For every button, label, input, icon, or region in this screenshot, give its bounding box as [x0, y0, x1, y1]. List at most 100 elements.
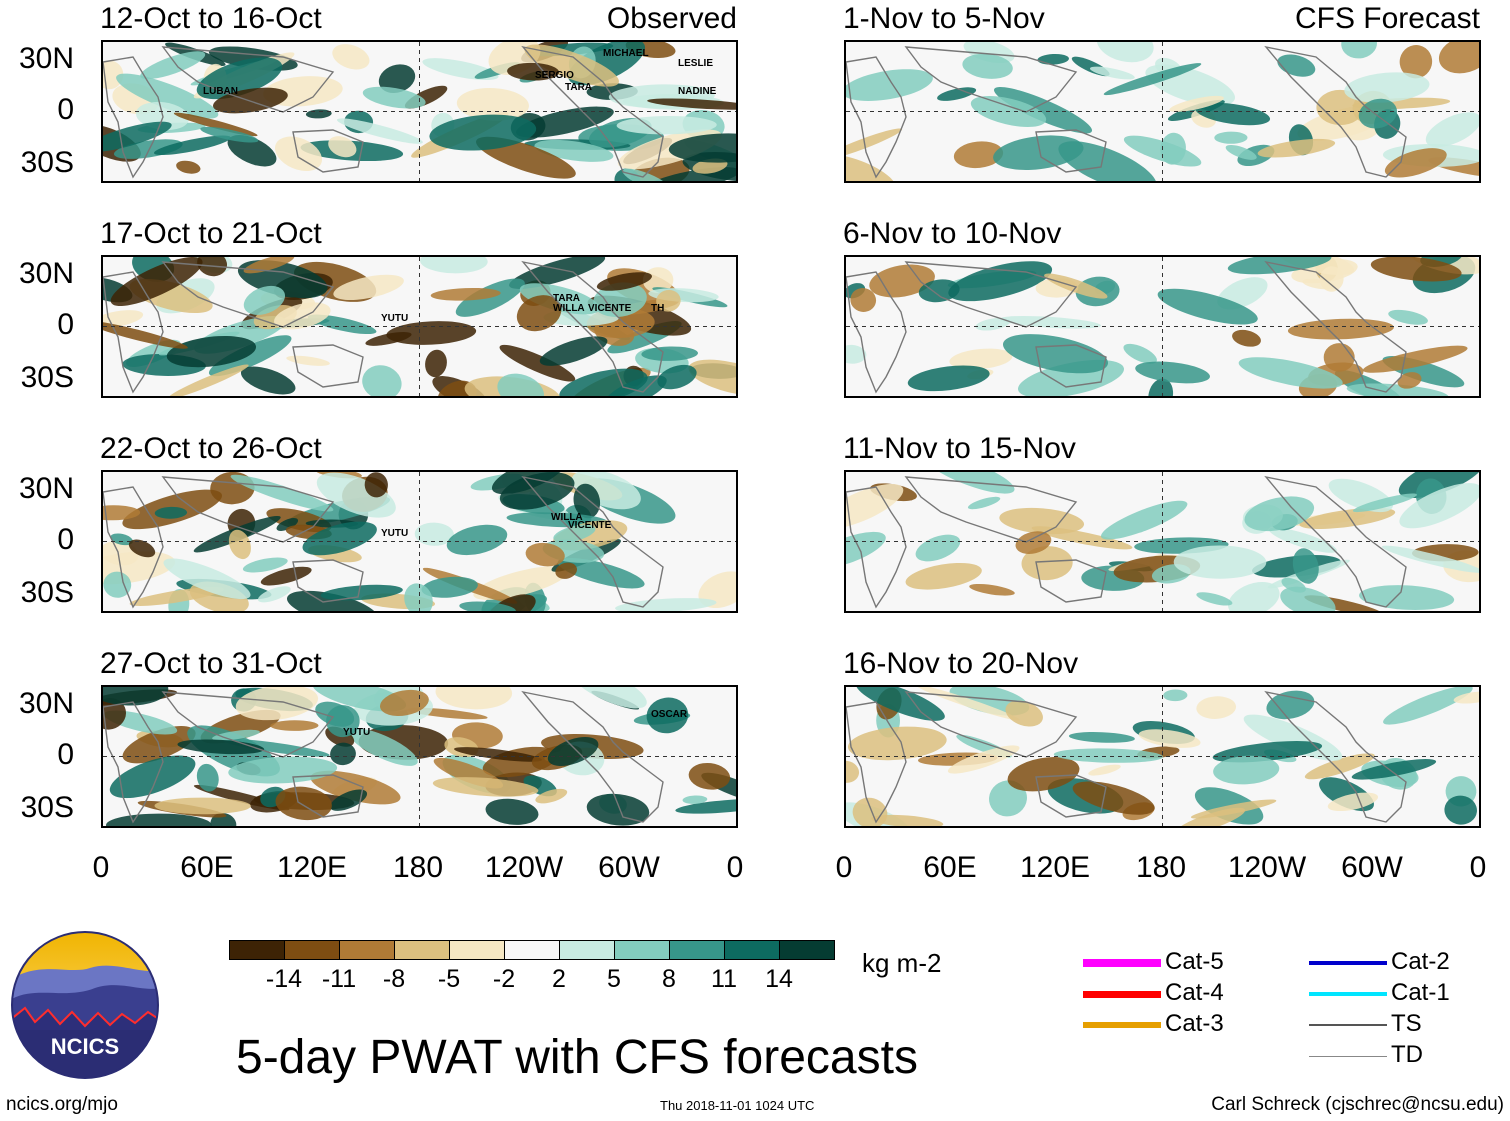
lon-label-obs-360: 0 [726, 851, 744, 884]
storm-label: YUTU [343, 727, 370, 738]
lat-label-eq-row4: 0 [57, 738, 74, 771]
colorbar-tick-label: -8 [382, 965, 406, 993]
colorbar-swatch [339, 940, 395, 960]
colorbar-tick-label: 5 [607, 965, 621, 993]
lon-label-obs-60w: 60W [598, 851, 660, 884]
colorbar-swatch [559, 940, 615, 960]
forecast-column-header: CFS Forecast [1294, 2, 1480, 35]
lat-label-30n-row4: 30N [18, 687, 74, 720]
colorbar [229, 940, 835, 960]
storm-label: VICENTE [568, 520, 612, 531]
lon-label-fc-0: 0 [835, 851, 853, 884]
footer-url: ncics.org/mjo [6, 1094, 118, 1115]
lat-label-30n-row3: 30N [18, 472, 74, 505]
legend-cat5-label: Cat-5 [1165, 948, 1224, 975]
lon-label-fc-120e: 120E [1019, 851, 1091, 884]
lat-label-30s-row4: 30S [20, 791, 74, 824]
lat-label-eq-row1: 0 [57, 93, 74, 126]
legend-ts-line [1309, 1024, 1387, 1026]
legend-cat2-label: Cat-2 [1391, 948, 1450, 975]
lon-label-obs-60e: 60E [180, 851, 234, 884]
map-panel-observed-4: YUTU OSCAR [101, 685, 738, 828]
panel-title-forecast-2: 6-Nov to 10-Nov [843, 217, 1062, 250]
legend-cat1-label: Cat-1 [1391, 979, 1450, 1006]
storm-label: OSCAR [651, 709, 688, 720]
lon-label-fc-360: 0 [1469, 851, 1487, 884]
map-panel-observed-3: YUTU WILLA VICENTE [101, 470, 738, 613]
page-title: 5-day PWAT with CFS forecasts [236, 1031, 918, 1084]
lon-label-obs-180: 180 [392, 851, 444, 884]
legend-cat4-line [1083, 991, 1161, 998]
colorbar-swatch [449, 940, 505, 960]
storm-label: LUBAN [203, 86, 238, 97]
panel-title-observed-3: 22-Oct to 26-Oct [100, 432, 322, 465]
colorbar-tick-label: 2 [552, 965, 566, 993]
storm-label: NADINE [678, 86, 717, 97]
storm-label: TARA [565, 82, 592, 93]
panel-title-forecast-4: 16-Nov to 20-Nov [843, 647, 1079, 680]
lat-label-30n-row2: 30N [18, 257, 74, 290]
storm-label: TARA [553, 293, 580, 304]
storm-label: YUTU [381, 528, 408, 539]
ncics-logo: NCICS [10, 930, 160, 1080]
panel-title-forecast-1: 1-Nov to 5-Nov [843, 2, 1045, 35]
lon-label-obs-120w: 120W [484, 851, 564, 884]
panel-title-observed-2: 17-Oct to 21-Oct [100, 217, 322, 250]
colorbar-swatch [614, 940, 670, 960]
legend-ts-label: TS [1391, 1010, 1422, 1037]
map-panel-observed-2: YUTU TARA WILLA VICENTE TH [101, 255, 738, 398]
legend-cat1-line [1309, 992, 1387, 996]
map-panel-forecast-4 [844, 685, 1481, 828]
lon-label-fc-120w: 120W [1227, 851, 1307, 884]
colorbar-tick-label: -14 [265, 965, 303, 993]
lat-label-30n-row1: 30N [18, 42, 74, 75]
storm-label: WILLA [553, 303, 585, 314]
storm-label: WILLA [551, 512, 583, 523]
lon-label-obs-0: 0 [92, 851, 110, 884]
panel-title-forecast-3: 11-Nov to 15-Nov [843, 432, 1076, 465]
units-label: kg m-2 [862, 948, 942, 978]
lon-label-fc-180: 180 [1135, 851, 1187, 884]
colorbar-swatch [669, 940, 725, 960]
legend-cat3-line [1083, 1022, 1161, 1028]
footer-timestamp: Thu 2018-11-01 1024 UTC [660, 1098, 815, 1113]
map-panel-forecast-1 [844, 40, 1481, 183]
lon-label-fc-60e: 60E [923, 851, 977, 884]
legend-cat3-label: Cat-3 [1165, 1010, 1224, 1037]
colorbar-tick-label: 11 [711, 965, 737, 993]
lon-label-obs-120e: 120E [276, 851, 348, 884]
colorbar-swatch [284, 940, 340, 960]
storm-label: MICHAEL [603, 48, 649, 59]
observed-column-header: Observed [606, 2, 737, 35]
map-panel-forecast-3 [844, 470, 1481, 613]
panel-title-observed-1: 12-Oct to 16-Oct [100, 2, 322, 35]
lat-label-eq-row3: 0 [57, 523, 74, 556]
panel-title-observed-4: 27-Oct to 31-Oct [100, 647, 322, 680]
legend-cat4-label: Cat-4 [1165, 979, 1224, 1006]
lat-label-eq-row2: 0 [57, 308, 74, 341]
colorbar-tick-label: 14 [765, 965, 793, 993]
lon-label-fc-60w: 60W [1341, 851, 1403, 884]
lat-label-30s-row1: 30S [20, 146, 74, 179]
colorbar-tick-label: -5 [437, 965, 461, 993]
legend-cat2-line [1309, 961, 1387, 965]
colorbar-tick-label: -2 [492, 965, 516, 993]
footer-credit: Carl Schreck (cjschrec@ncsu.edu) [1211, 1094, 1504, 1115]
legend-td-label: TD [1391, 1041, 1423, 1068]
colorbar-swatch [229, 940, 285, 960]
map-panel-observed-1: LUBAN MICHAEL LESLIE SERGIO TARA NADINE [101, 40, 738, 183]
lat-label-30s-row2: 30S [20, 361, 74, 394]
storm-label: YUTU [381, 313, 408, 324]
colorbar-tick-label: 8 [662, 965, 676, 993]
colorbar-swatch [724, 940, 780, 960]
legend-td-line [1309, 1056, 1387, 1057]
storm-label: VICENTE [588, 303, 632, 314]
colorbar-tick-label: -11 [321, 965, 357, 993]
storm-label: TH [651, 303, 664, 314]
legend-cat5-line [1083, 959, 1161, 967]
lat-label-30s-row3: 30S [20, 576, 74, 609]
colorbar-swatch [504, 940, 560, 960]
colorbar-swatch [779, 940, 835, 960]
storm-label: SERGIO [535, 70, 574, 81]
colorbar-swatch [394, 940, 450, 960]
